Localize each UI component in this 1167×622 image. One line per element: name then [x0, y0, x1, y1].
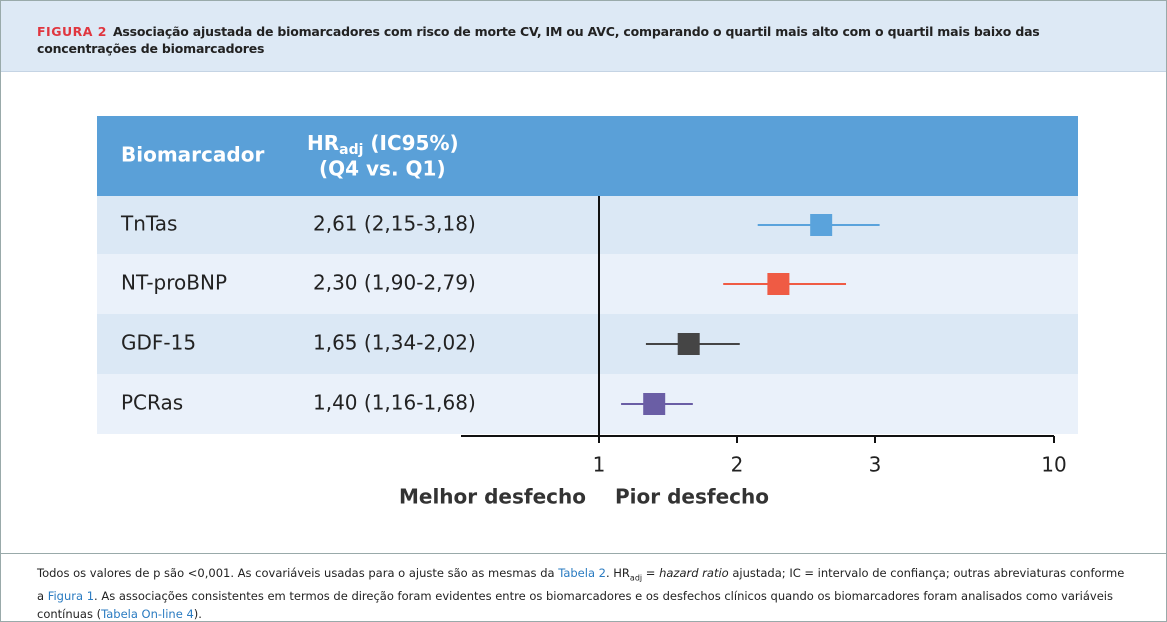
category-label: NT-proBNP — [121, 271, 227, 295]
x-tick-label: 10 — [1041, 453, 1066, 477]
point-estimate — [677, 333, 700, 355]
footnote: Todos os valores de p são <0,001. As cov… — [1, 553, 1166, 622]
value-label: 2,30 (1,90-2,79) — [313, 271, 476, 295]
footnote-text: = — [642, 566, 660, 580]
category-label: PCRas — [121, 391, 183, 415]
x-tick-label: 1 — [593, 453, 606, 477]
chart-title: Associação ajustada de biomarcadores com… — [37, 24, 1040, 56]
point-estimate — [767, 273, 790, 295]
category-label: GDF-15 — [121, 331, 196, 355]
figure-label: FIGURA 2 — [37, 24, 107, 39]
row-band — [97, 314, 1078, 374]
footnote-link[interactable]: Tabela On-line 4 — [101, 607, 194, 622]
figure-header: FIGURA 2 Associação ajustada de biomarcad… — [1, 1, 1166, 72]
col-header-hr-line2: (Q4 vs. Q1) — [319, 157, 446, 181]
footnote-link[interactable]: Tabela 2 — [558, 566, 606, 580]
x-label-right: Pior desfecho — [615, 485, 769, 509]
value-label: 2,61 (2,15-3,18) — [313, 212, 476, 236]
category-label: TnTas — [120, 212, 177, 236]
hr-rest: (IC95%) — [363, 131, 458, 155]
footnote-sub: adj — [629, 573, 643, 583]
value-label: 1,40 (1,16-1,68) — [313, 391, 476, 415]
footnote-text: . As associações consistentes em termos … — [37, 589, 1113, 622]
row-band — [97, 196, 1078, 254]
footnote-text: . HR — [605, 566, 630, 580]
footnote-text: ). — [193, 607, 202, 622]
footnote-link[interactable]: Figura 1 — [47, 589, 95, 604]
x-label-left: Melhor desfecho — [399, 485, 586, 509]
col-header-hr: HRadj (IC95%) — [307, 131, 459, 159]
hr-sub: adj — [339, 142, 363, 158]
footnote-text: ajustada; IC = intervalo de confiança; o… — [37, 566, 1125, 604]
point-estimate — [643, 393, 666, 415]
footnote-text: Todos os valores de p são <0,001. As cov… — [37, 566, 559, 580]
x-tick-label: 2 — [731, 453, 744, 477]
header-row — [97, 116, 1078, 196]
x-tick-label: 3 — [869, 453, 882, 477]
col-header-biomarker: Biomarcador — [121, 143, 264, 167]
hr-main: HR — [307, 131, 339, 155]
row-band — [97, 254, 1078, 314]
row-band — [97, 374, 1078, 434]
value-label: 1,65 (1,34-2,02) — [313, 331, 476, 355]
point-estimate — [810, 214, 833, 236]
chart: Biomarcador HRadj (IC95%) (Q4 vs. Q1) Tn… — [97, 116, 1078, 509]
footnote-italic: hazard ratio — [659, 566, 729, 580]
